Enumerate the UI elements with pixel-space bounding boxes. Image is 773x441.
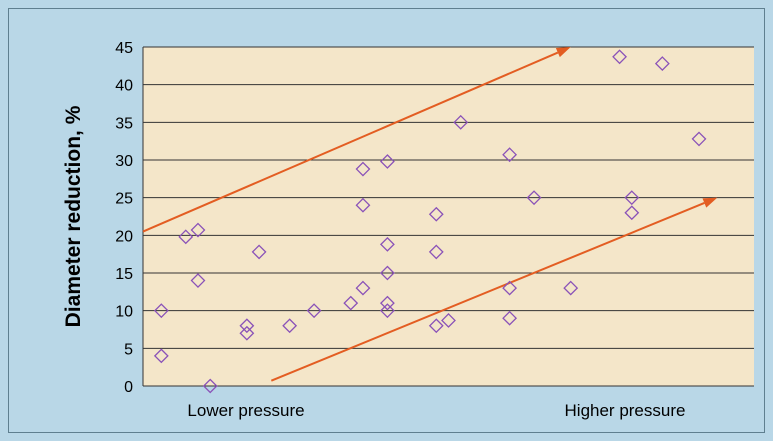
data-point <box>379 236 395 252</box>
y-tick-35: 35 <box>115 115 133 132</box>
data-point <box>428 244 444 260</box>
data-point <box>153 348 169 364</box>
data-point <box>502 280 518 296</box>
y-tick-15: 15 <box>115 266 133 283</box>
data-point <box>563 280 579 296</box>
data-point <box>379 154 395 169</box>
data-point <box>502 310 518 326</box>
data-point <box>379 303 395 319</box>
data-point <box>178 229 194 245</box>
gridlines <box>142 46 754 387</box>
data-point <box>379 295 395 311</box>
y-tick-40: 40 <box>115 78 133 95</box>
data-point <box>239 318 255 334</box>
y-tick-0: 0 <box>124 379 133 396</box>
y-tick-25: 25 <box>115 191 133 208</box>
y-axis-label: Diameter reduction, % <box>62 105 85 327</box>
data-point <box>355 161 371 177</box>
data-point <box>355 280 371 296</box>
data-point <box>343 295 359 311</box>
trend-arrow-1 <box>142 47 571 233</box>
data-point <box>441 313 456 328</box>
x-category-label-higher: Higher pressure <box>565 401 686 420</box>
data-point <box>153 303 169 319</box>
data-point <box>355 197 371 213</box>
data-point <box>612 49 627 65</box>
data-point <box>428 206 444 222</box>
plot-area <box>143 47 754 386</box>
data-point <box>190 273 206 288</box>
x-category-label-lower: Lower pressure <box>187 401 304 420</box>
data-point <box>190 222 206 238</box>
data-point <box>282 318 298 334</box>
data-points <box>153 49 707 394</box>
y-tick-labels: 0 5 10 15 20 25 30 35 40 45 <box>115 40 133 396</box>
data-point <box>239 325 255 341</box>
data-point <box>691 131 707 147</box>
data-point <box>428 318 444 334</box>
trend-arrows <box>142 47 718 382</box>
data-point <box>379 265 395 281</box>
data-point <box>251 244 267 260</box>
data-point <box>453 114 469 130</box>
data-point <box>624 190 640 206</box>
data-point <box>526 190 542 206</box>
y-tick-5: 5 <box>124 341 133 358</box>
data-point <box>624 205 640 221</box>
trend-arrow-2 <box>270 197 718 382</box>
data-point <box>502 147 518 163</box>
data-point <box>202 378 218 394</box>
data-point <box>306 303 322 319</box>
y-tick-10: 10 <box>115 304 133 321</box>
data-point <box>654 56 670 71</box>
y-tick-30: 30 <box>115 153 133 170</box>
y-tick-45: 45 <box>115 40 133 57</box>
y-tick-20: 20 <box>115 228 133 245</box>
